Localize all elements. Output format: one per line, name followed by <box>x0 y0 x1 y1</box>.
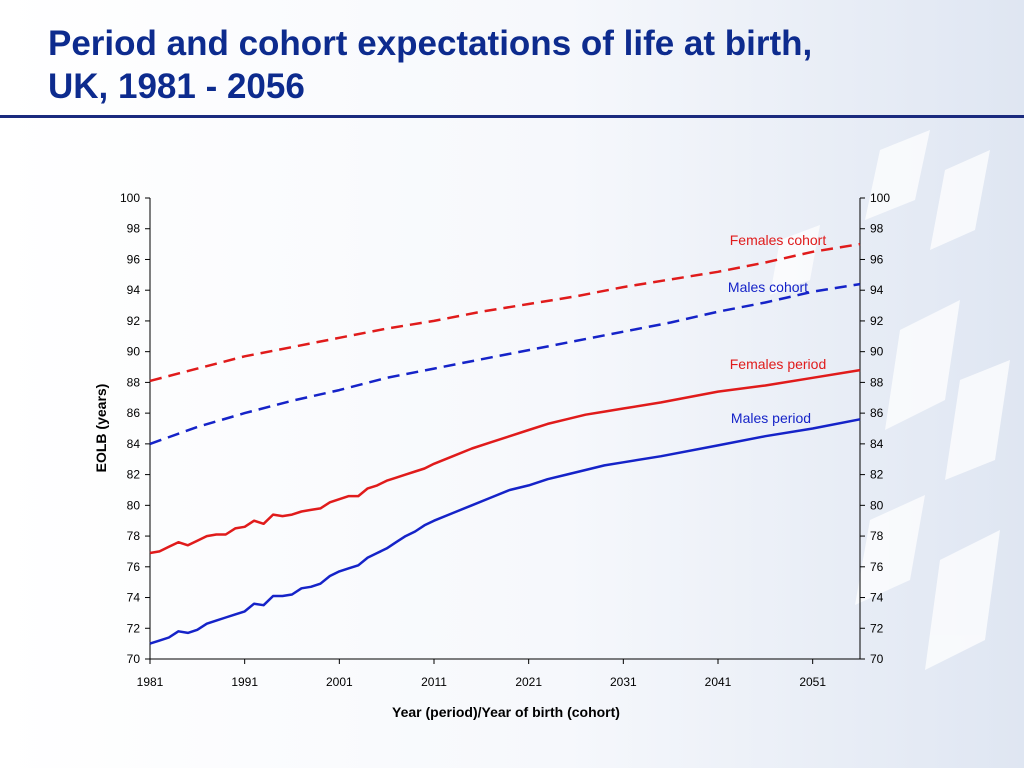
y-tick-label-left: 82 <box>127 468 141 482</box>
x-axis-title: Year (period)/Year of birth (cohort) <box>392 704 620 720</box>
y-tick-label-left: 100 <box>120 191 140 205</box>
y-tick-label-right: 90 <box>870 345 884 359</box>
y-tick-label-left: 78 <box>127 529 141 543</box>
series-label-males-period: Males period <box>731 410 811 426</box>
x-tick-label: 1991 <box>231 675 258 689</box>
x-tick-label: 1981 <box>137 675 164 689</box>
y-tick-label-left: 72 <box>127 621 141 635</box>
y-tick-label-left: 88 <box>127 375 141 389</box>
x-tick-label: 2001 <box>326 675 353 689</box>
series-label-females-period: Females period <box>730 356 827 372</box>
y-tick-label-left: 98 <box>127 222 141 236</box>
y-tick-label-left: 76 <box>127 560 141 574</box>
y-tick-label-left: 94 <box>127 283 141 297</box>
y-tick-label-right: 94 <box>870 283 884 297</box>
x-tick-label: 2011 <box>421 675 447 689</box>
y-tick-label-left: 70 <box>127 652 141 666</box>
y-tick-label-left: 86 <box>127 406 141 420</box>
y-tick-label-right: 92 <box>870 314 884 328</box>
y-tick-label-right: 72 <box>870 621 884 635</box>
y-tick-label-left: 96 <box>127 252 141 266</box>
series-line-females-period <box>149 368 861 555</box>
y-tick-label-right: 100 <box>870 191 890 205</box>
title-divider <box>0 115 1024 118</box>
y-tick-label-right: 96 <box>870 252 884 266</box>
x-tick-label: 2021 <box>515 675 542 689</box>
y-tick-label-left: 90 <box>127 345 141 359</box>
series-label-females-cohort: Females cohort <box>730 232 827 248</box>
x-tick-label: 2031 <box>610 675 637 689</box>
y-tick-label-right: 76 <box>870 560 884 574</box>
y-tick-label-right: 84 <box>870 437 884 451</box>
chart-axes: 70 70 72 72 74 74 76 76 78 78 80 80 82 82 84 84 86 86 88 88… <box>120 191 890 689</box>
series-line-males-period <box>149 418 861 645</box>
y-tick-label-left: 80 <box>127 498 141 512</box>
y-tick-label-left: 92 <box>127 314 141 328</box>
y-tick-label-right: 98 <box>870 222 884 236</box>
y-tick-label-right: 78 <box>870 529 884 543</box>
x-tick-label: 2051 <box>799 675 826 689</box>
series-line-females-cohort <box>149 242 861 383</box>
slide-title: Period and cohort expectations of life a… <box>48 22 978 108</box>
x-tick-label: 2041 <box>705 675 732 689</box>
chart-series-labels: Females cohort Males cohort Females period… <box>728 232 826 426</box>
y-tick-label-right: 88 <box>870 375 884 389</box>
y-tick-label-right: 80 <box>870 498 884 512</box>
series-line-males-cohort <box>149 282 861 446</box>
series-label-males-cohort: Males cohort <box>728 279 808 295</box>
slide-title-line1: Period and cohort expectations of life a… <box>48 24 813 63</box>
y-tick-label-right: 74 <box>870 591 884 605</box>
slide-title-line2: UK, 1981 - 2056 <box>48 67 305 106</box>
y-tick-label-right: 86 <box>870 406 884 420</box>
y-tick-label-left: 74 <box>127 591 141 605</box>
y-tick-label-right: 70 <box>870 652 884 666</box>
chart-series <box>149 242 861 645</box>
y-tick-label-left: 84 <box>127 437 141 451</box>
y-axis-title: EOLB (years) <box>93 384 109 473</box>
y-tick-label-right: 82 <box>870 468 884 482</box>
